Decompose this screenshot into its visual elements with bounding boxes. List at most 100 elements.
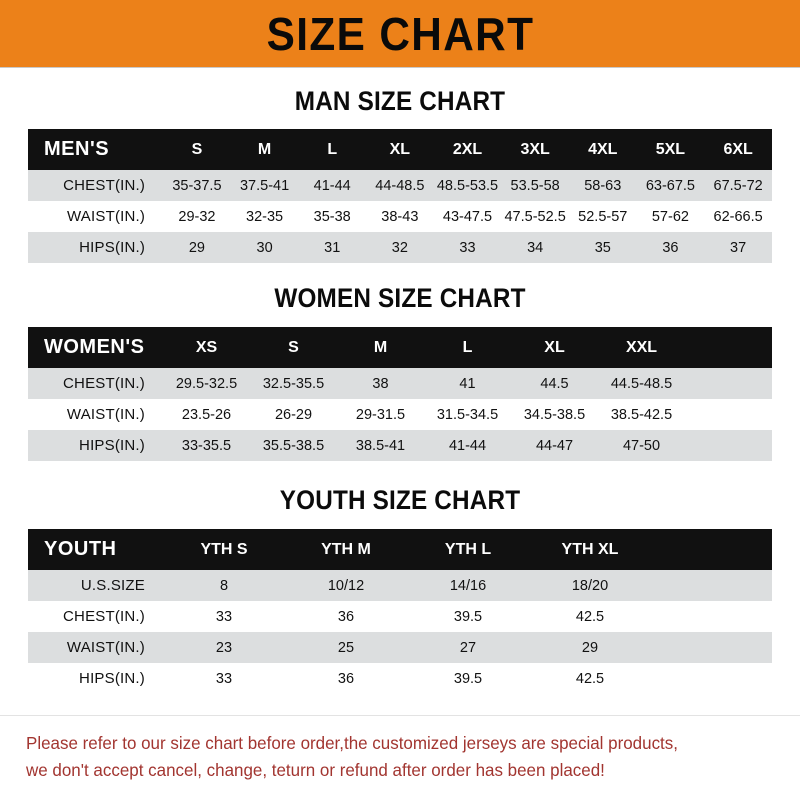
table-row: CHEST(IN.) 35-37.5 37.5-41 41-44 44-48.5… xyxy=(28,170,772,201)
men-cell-0-4: 48.5-53.5 xyxy=(436,177,499,194)
men-row-label-0: CHEST(IN.) xyxy=(63,177,146,194)
youth-header-spacer xyxy=(651,529,772,570)
men-size-col-1: M xyxy=(257,140,272,158)
men-cell-0-2: 41-44 xyxy=(313,177,351,194)
table-women-header-row: WOMEN'S XS S M L XL XXL xyxy=(28,327,772,368)
men-row-label-1: WAIST(IN.) xyxy=(67,208,146,225)
youth-cell-3-1: 36 xyxy=(337,670,355,687)
men-cell-0-1: 37.5-41 xyxy=(239,177,290,194)
youth-cell-0-0: 8 xyxy=(219,577,229,594)
table-women-head: WOMEN'S XS S M L XL XXL xyxy=(28,327,772,368)
youth-cell-2-spacer xyxy=(651,632,772,663)
youth-cell-3-spacer xyxy=(651,663,772,694)
footer-note-line-1: Please refer to our size chart before or… xyxy=(26,732,678,753)
women-row-label-1: WAIST(IN.) xyxy=(66,406,145,423)
table-row: HIPS(IN.) 33-35.5 35.5-38.5 38.5-41 41-4… xyxy=(28,430,772,461)
women-row-label-2: HIPS(IN.) xyxy=(79,437,145,454)
table-youth-head: YOUTH YTH S YTH M YTH L YTH XL xyxy=(28,529,772,570)
men-cell-0-5: 53.5-58 xyxy=(510,177,560,194)
section-women: WOMEN SIZE CHART WOMEN'S XS S M L XL XXL xyxy=(28,263,772,461)
table-men-body: CHEST(IN.) 35-37.5 37.5-41 41-44 44-48.5… xyxy=(28,170,772,263)
youth-cell-0-1: 10/12 xyxy=(327,577,365,594)
page-banner: SIZE CHART xyxy=(0,0,800,68)
women-cell-0-2: 38 xyxy=(372,375,389,392)
men-size-col-5: 3XL xyxy=(520,140,550,158)
table-men-header-row: MEN'S S M L XL 2XL 3XL 4XL 5XL 6XL xyxy=(28,129,772,170)
women-cell-0-5: 44.5-48.5 xyxy=(610,375,673,392)
women-size-col-2: M xyxy=(373,338,388,356)
youth-size-col-0: YTH S xyxy=(200,540,248,558)
youth-cell-1-3: 42.5 xyxy=(575,608,605,625)
women-size-col-0: XS xyxy=(195,338,218,356)
women-cell-2-0: 33-35.5 xyxy=(181,437,232,454)
youth-row-label-1: CHEST(IN.) xyxy=(63,608,145,625)
women-cell-0-spacer xyxy=(685,368,772,399)
men-size-col-0: S xyxy=(191,140,203,158)
youth-cell-2-3: 29 xyxy=(581,639,599,656)
youth-cell-1-0: 33 xyxy=(215,608,233,625)
men-cell-2-8: 37 xyxy=(730,239,747,256)
men-cell-2-3: 32 xyxy=(391,239,408,256)
youth-cell-1-2: 39.5 xyxy=(453,608,483,625)
section-title-man: MAN SIZE CHART xyxy=(294,86,506,116)
youth-cell-2-0: 23 xyxy=(215,639,233,656)
section-youth: YOUTH SIZE CHART YOUTH YTH S YTH M YTH L… xyxy=(28,461,772,694)
youth-cell-1-spacer xyxy=(651,601,772,632)
men-cell-2-5: 34 xyxy=(527,239,544,256)
men-cell-1-3: 38-43 xyxy=(381,208,419,225)
men-cell-2-7: 36 xyxy=(662,239,679,256)
men-cell-1-5: 47.5-52.5 xyxy=(504,208,566,225)
men-cell-0-8: 67.5-72 xyxy=(713,177,763,194)
women-cell-1-3: 31.5-34.5 xyxy=(436,406,499,423)
women-cell-2-4: 44-47 xyxy=(535,437,574,454)
youth-size-col-3: YTH XL xyxy=(561,540,619,558)
table-row: WAIST(IN.) 23.5-26 26-29 29-31.5 31.5-34… xyxy=(28,399,772,430)
youth-row-label-2: WAIST(IN.) xyxy=(66,639,145,656)
table-row: U.S.SIZE 8 10/12 14/16 18/20 xyxy=(28,570,772,601)
table-women-body: CHEST(IN.) 29.5-32.5 32.5-35.5 38 41 44.… xyxy=(28,368,772,461)
men-cell-1-1: 32-35 xyxy=(246,208,284,225)
youth-cell-0-2: 14/16 xyxy=(449,577,487,594)
youth-cell-3-2: 39.5 xyxy=(453,670,483,687)
men-cell-2-6: 35 xyxy=(594,239,611,256)
youth-row-label-0: U.S.SIZE xyxy=(80,577,145,594)
section-title-women: WOMEN SIZE CHART xyxy=(274,283,526,313)
youth-cell-2-1: 25 xyxy=(337,639,355,656)
women-cell-2-spacer xyxy=(685,430,772,461)
women-size-col-5: XXL xyxy=(625,338,658,356)
women-header-spacer xyxy=(685,327,772,368)
men-size-col-3: XL xyxy=(389,140,411,158)
men-cell-2-1: 30 xyxy=(256,239,273,256)
men-cell-1-7: 57-62 xyxy=(651,208,689,225)
women-cell-0-4: 44.5 xyxy=(540,375,569,392)
women-row-label-0: CHEST(IN.) xyxy=(63,375,145,392)
men-cell-1-2: 35-38 xyxy=(313,208,351,225)
women-cell-2-1: 35.5-38.5 xyxy=(262,437,325,454)
men-cell-1-0: 29-32 xyxy=(178,208,216,225)
men-header-label: MEN'S xyxy=(44,138,110,160)
table-row: HIPS(IN.) 29 30 31 32 33 34 35 36 37 xyxy=(28,232,772,263)
women-header-label: WOMEN'S xyxy=(44,336,145,358)
youth-row-label-3: HIPS(IN.) xyxy=(79,670,145,687)
men-cell-2-2: 31 xyxy=(324,239,341,256)
youth-cell-3-0: 33 xyxy=(215,670,233,687)
women-size-col-1: S xyxy=(288,338,299,356)
men-cell-2-4: 33 xyxy=(459,239,476,256)
footer-note-line-2: we don't accept cancel, change, teturn o… xyxy=(26,759,605,780)
section-man: MAN SIZE CHART MEN'S S M L XL 2XL 3XL xyxy=(28,68,772,263)
table-men-head: MEN'S S M L XL 2XL 3XL 4XL 5XL 6XL xyxy=(28,129,772,170)
page-title: SIZE CHART xyxy=(266,7,534,60)
men-size-col-2: L xyxy=(327,140,338,158)
footer-note: Please refer to our size chart before or… xyxy=(0,714,800,800)
women-cell-2-5: 47-50 xyxy=(622,437,661,454)
women-cell-1-0: 23.5-26 xyxy=(181,406,232,423)
women-cell-0-3: 41 xyxy=(459,375,476,392)
youth-cell-0-3: 18/20 xyxy=(571,577,609,594)
table-row: CHEST(IN.) 29.5-32.5 32.5-35.5 38 41 44.… xyxy=(28,368,772,399)
men-size-col-6: 4XL xyxy=(588,140,618,158)
table-row: CHEST(IN.) 33 36 39.5 42.5 xyxy=(28,601,772,632)
men-cell-1-8: 62-66.5 xyxy=(713,208,763,225)
men-cell-0-7: 63-67.5 xyxy=(645,177,695,194)
youth-size-col-2: YTH L xyxy=(444,540,492,558)
table-youth-header-row: YOUTH YTH S YTH M YTH L YTH XL xyxy=(28,529,772,570)
